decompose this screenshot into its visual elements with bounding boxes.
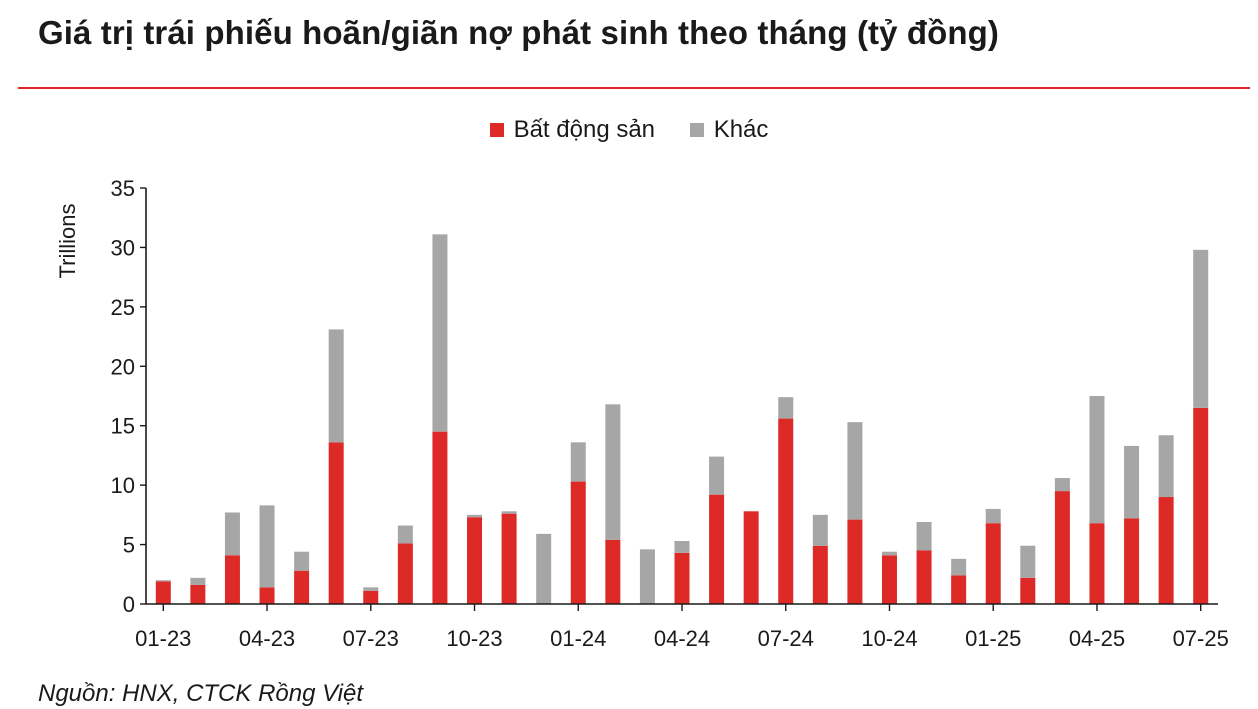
bar-bat-dong-san-06-23	[328, 442, 344, 604]
bar-bat-dong-san-06-25	[1158, 497, 1174, 604]
bar-khac-02-25	[1020, 545, 1036, 578]
y-tick-label: 15	[111, 414, 135, 439]
bar-khac-06-23	[328, 329, 344, 443]
x-tick-label: 07-25	[1173, 626, 1229, 651]
bar-bat-dong-san-09-23	[432, 431, 448, 604]
x-tick-label: 01-24	[550, 626, 606, 651]
bar-khac-05-25	[1124, 445, 1140, 519]
bar-bat-dong-san-07-24	[778, 418, 794, 604]
bar-bat-dong-san-02-24	[605, 539, 621, 604]
y-tick-label: 5	[123, 533, 135, 558]
bar-khac-01-23	[155, 580, 171, 582]
bar-khac-09-23	[432, 234, 448, 432]
bar-bat-dong-san-07-25	[1193, 407, 1209, 604]
bar-khac-01-24	[570, 442, 586, 482]
bar-bat-dong-san-04-25	[1089, 523, 1105, 604]
bar-bat-dong-san-10-24	[881, 555, 897, 604]
y-tick-label: 10	[111, 473, 135, 498]
axes-group: 0 5 10 15 20 25 30 35 01-23 04-23 07-23 10-23 01-24 0…	[111, 176, 1229, 651]
bar-khac-12-24	[951, 558, 967, 576]
bar-bat-dong-san-07-23	[363, 590, 379, 604]
bar-khac-03-24	[639, 549, 655, 604]
x-tick-label: 01-23	[135, 626, 191, 651]
y-tick-label: 25	[111, 295, 135, 320]
bar-bat-dong-san-08-23	[397, 543, 413, 604]
legend-swatch-bat-dong-san	[489, 123, 504, 137]
x-tick-label: 10-24	[861, 626, 917, 651]
legend-item-khac: Khác	[689, 116, 769, 144]
bar-bat-dong-san-04-24	[674, 552, 690, 604]
bar-bat-dong-san-02-25	[1020, 577, 1036, 604]
bar-khac-11-24	[916, 521, 932, 551]
bar-bat-dong-san-11-23	[501, 513, 517, 604]
x-tick-label: 07-23	[343, 626, 399, 651]
legend-item-bat-dong-san: Bất động sản	[489, 116, 656, 144]
title-divider	[18, 87, 1250, 89]
x-tick-label: 10-23	[446, 626, 502, 651]
bar-bat-dong-san-05-25	[1124, 518, 1140, 604]
bar-khac-03-23	[224, 512, 240, 556]
bar-khac-09-24	[847, 422, 863, 520]
bar-khac-07-24	[778, 397, 794, 419]
y-tick-label: 35	[111, 176, 135, 201]
legend: Bất động sản Khác	[0, 116, 1258, 144]
y-tick-label: 30	[111, 235, 135, 260]
bar-khac-04-25	[1089, 396, 1105, 524]
y-axis-label: Trillions	[55, 204, 80, 279]
bar-khac-12-23	[536, 533, 552, 604]
bar-khac-04-23	[259, 505, 275, 588]
bar-bat-dong-san-05-24	[709, 494, 725, 604]
bar-khac-05-24	[709, 456, 725, 495]
x-tick-label: 07-24	[758, 626, 814, 651]
bar-bat-dong-san-06-24	[743, 511, 759, 604]
bar-khac-01-25	[985, 508, 1001, 524]
x-tick-label: 01-25	[965, 626, 1021, 651]
bar-bat-dong-san-01-25	[985, 523, 1001, 604]
x-tick-label: 04-23	[239, 626, 295, 651]
legend-swatch-khac	[689, 123, 704, 137]
bar-bat-dong-san-10-23	[467, 517, 483, 604]
bar-bat-dong-san-02-23	[190, 584, 206, 604]
bar-khac-07-23	[363, 587, 379, 591]
bar-khac-07-25	[1193, 249, 1209, 408]
bar-khac-10-23	[467, 514, 483, 518]
bar-bat-dong-san-03-25	[1054, 491, 1070, 604]
bar-khac-10-24	[881, 551, 897, 556]
bar-khac-04-24	[674, 541, 690, 553]
bar-khac-05-23	[294, 551, 310, 571]
bar-bat-dong-san-08-24	[812, 545, 828, 604]
bar-bat-dong-san-11-24	[916, 550, 932, 604]
y-tick-label: 0	[123, 592, 135, 617]
bar-khac-11-23	[501, 511, 517, 514]
bar-bat-dong-san-03-23	[224, 555, 240, 604]
bar-bat-dong-san-01-24	[570, 481, 586, 604]
legend-label-bat-dong-san: Bất động sản	[513, 116, 656, 143]
source-note: Nguồn: HNX, CTCK Rồng Việt	[38, 680, 364, 707]
x-tick-label: 04-25	[1069, 626, 1125, 651]
bar-khac-08-24	[812, 514, 828, 546]
bar-khac-02-23	[190, 577, 206, 585]
bar-bat-dong-san-04-23	[259, 587, 275, 604]
bar-bat-dong-san-12-24	[951, 575, 967, 604]
bar-khac-06-25	[1158, 435, 1174, 498]
bar-bat-dong-san-01-23	[155, 581, 171, 604]
chart-title: Giá trị trái phiếu hoãn/giãn nợ phát sin…	[38, 14, 999, 51]
legend-label-khac: Khác	[713, 116, 769, 143]
bar-khac-02-24	[605, 404, 621, 540]
bar-khac-03-25	[1054, 478, 1070, 492]
bars-group	[155, 234, 1209, 604]
y-tick-label: 20	[111, 354, 135, 379]
bar-khac-08-23	[397, 525, 413, 544]
x-tick-label: 04-24	[654, 626, 710, 651]
bar-bat-dong-san-05-23	[294, 570, 310, 604]
bar-bat-dong-san-09-24	[847, 519, 863, 604]
